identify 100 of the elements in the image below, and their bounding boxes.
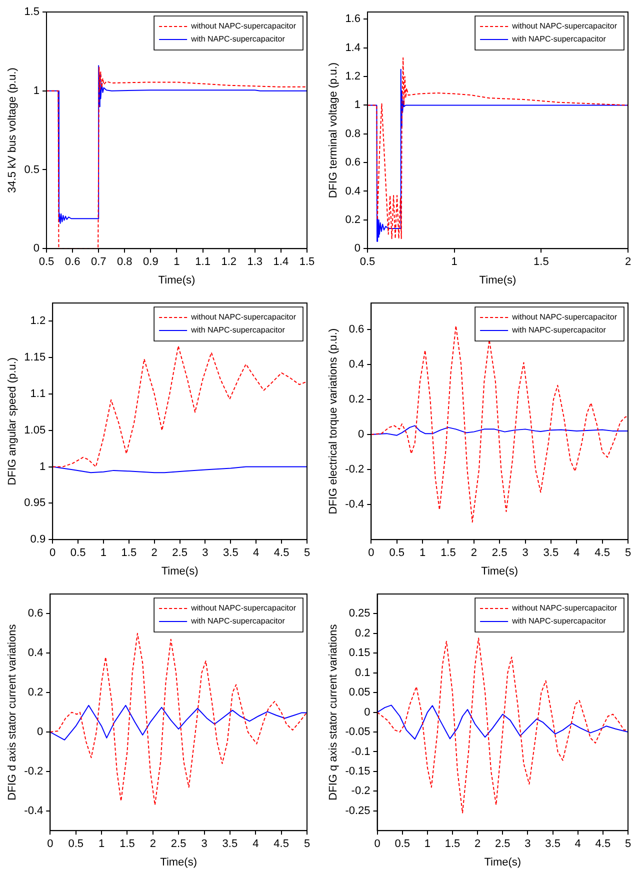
y-tick-label: 0.6 — [345, 156, 360, 169]
y-tick-label: 0.1 — [354, 666, 370, 679]
y-tick-label: 0.2 — [28, 686, 44, 699]
legend-label: with NAPC-supercapacitor — [511, 616, 606, 626]
x-tick-label: 0.6 — [64, 256, 80, 268]
y-tick-label: 1.6 — [345, 13, 360, 26]
y-tick-label: 1 — [39, 460, 46, 473]
line-series — [377, 638, 628, 814]
x-axis-title: Time(s) — [481, 565, 518, 578]
x-tick-label: 3.5 — [223, 547, 238, 560]
y-tick-label: 1.1 — [30, 388, 46, 400]
y-tick-label: 1.4 — [345, 42, 360, 54]
y-tick-label: 1 — [33, 84, 40, 97]
y-tick-label: 0.8 — [345, 128, 360, 140]
x-tick-label: 1.5 — [534, 256, 549, 268]
y-axis-title: DFIG d axis stator current variations — [6, 624, 19, 800]
x-tick-label: 3.5 — [543, 547, 559, 560]
y-tick-label: 0.6 — [348, 323, 364, 336]
x-tick-label: 5 — [304, 547, 310, 560]
y-axis-title: DFIG q axis stator current variations — [328, 624, 340, 800]
y-tick-label: 0 — [33, 242, 40, 255]
x-tick-label: 3 — [202, 547, 208, 560]
y-tick-label: -0.15 — [345, 765, 370, 778]
x-axis-title: Time(s) — [484, 856, 522, 868]
x-tick-label: 3 — [522, 547, 528, 560]
legend-label: without NAPC-supercapacitor — [190, 604, 296, 613]
y-tick-label: -0.05 — [345, 726, 370, 738]
legend-label: without NAPC-supercapacitor — [511, 604, 618, 613]
y-tick-label: 0.25 — [348, 608, 370, 620]
x-tick-label: 1.1 — [195, 256, 210, 268]
y-tick-label: 0.2 — [348, 393, 364, 406]
x-tick-label: 2.5 — [494, 838, 510, 850]
x-axis-title: Time(s) — [158, 274, 196, 286]
x-tick-label: 4 — [574, 838, 581, 850]
x-tick-label: 0.9 — [143, 256, 158, 268]
y-tick-label: 0.4 — [345, 185, 360, 198]
y-tick-label: 1.5 — [24, 6, 40, 18]
x-tick-label: 2 — [150, 838, 156, 850]
y-tick-label: 0.6 — [28, 608, 44, 620]
y-tick-label: 0 — [354, 242, 360, 255]
x-tick-label: 2 — [474, 838, 481, 850]
y-tick-label: 1.05 — [24, 424, 46, 436]
x-tick-label: 3 — [201, 838, 208, 850]
x-tick-label: 1 — [451, 256, 458, 268]
x-tick-label: 1 — [424, 838, 430, 850]
legend-label: with NAPC-supercapacitor — [511, 34, 606, 44]
x-tick-label: 2 — [624, 256, 632, 268]
y-tick-label: 0.5 — [24, 164, 40, 176]
y-axis-title: DFIG terminal voltage (p.u.) — [328, 62, 340, 198]
y-tick-label: 0.15 — [348, 647, 370, 660]
y-axis-title: 34.5 kV bus voltage (p.u.) — [6, 68, 19, 193]
x-tick-label: 1 — [98, 838, 105, 850]
y-tick-label: 0.9 — [30, 534, 46, 546]
legend-label: without NAPC-supercapacitor — [511, 312, 618, 322]
legend-label: without NAPC-supercapacitor — [190, 22, 296, 31]
x-tick-label: 1.3 — [247, 256, 263, 268]
y-tick-label: -0.4 — [345, 498, 364, 511]
legend-label: with NAPC-supercapacitor — [190, 34, 286, 44]
x-tick-label: 2.5 — [492, 547, 508, 560]
y-tick-label: 0.4 — [28, 647, 44, 660]
y-axis-title: DFIG electrical torque variations (p.u.) — [328, 328, 340, 514]
x-tick-label: 0.5 — [68, 838, 84, 850]
y-tick-label: 0 — [37, 726, 44, 738]
x-tick-label: 1 — [174, 256, 180, 268]
legend-label: with NAPC-supercapacitor — [190, 326, 286, 335]
y-tick-label: 0.4 — [348, 358, 364, 370]
y-tick-label: -0.2 — [345, 464, 364, 476]
line-series — [371, 325, 628, 523]
line-series — [52, 345, 307, 468]
x-tick-label: 3 — [524, 838, 531, 850]
x-tick-label: 1.5 — [440, 547, 456, 560]
x-tick-label: 1.5 — [444, 838, 460, 850]
x-tick-label: 1.5 — [120, 838, 135, 850]
x-tick-label: 1.4 — [273, 256, 289, 268]
x-tick-label: 3.5 — [545, 838, 560, 850]
x-tick-label: 2 — [151, 547, 158, 560]
y-tick-label: 0.05 — [348, 686, 370, 699]
x-tick-label: 2 — [470, 547, 477, 560]
y-tick-label: 1 — [354, 99, 360, 112]
y-tick-label: -0.2 — [24, 765, 44, 778]
legend-label: without NAPC-supercapacitor — [511, 22, 618, 31]
x-tick-label: 5 — [624, 547, 632, 560]
y-tick-label: 0.95 — [24, 497, 46, 510]
legend-label: without NAPC-supercapacitor — [190, 312, 296, 322]
x-tick-label: 1.2 — [221, 256, 236, 268]
x-tick-label: 3.5 — [222, 838, 238, 850]
legend-label: with NAPC-supercapacitor — [511, 326, 606, 335]
y-tick-label: 1.2 — [30, 315, 46, 328]
x-tick-label: 4 — [253, 547, 260, 560]
x-tick-label: 5 — [624, 838, 632, 850]
line-series — [50, 632, 307, 806]
x-tick-label: 0 — [374, 838, 380, 850]
x-tick-label: 2.5 — [170, 838, 186, 850]
x-tick-label: 5 — [304, 838, 310, 850]
y-tick-label: 0 — [358, 428, 364, 440]
x-tick-label: 0.5 — [394, 838, 410, 850]
x-axis-title: Time(s) — [479, 274, 516, 286]
x-tick-label: 1 — [419, 547, 426, 560]
x-tick-label: 0.7 — [90, 256, 106, 268]
x-tick-label: 0.5 — [389, 547, 404, 560]
